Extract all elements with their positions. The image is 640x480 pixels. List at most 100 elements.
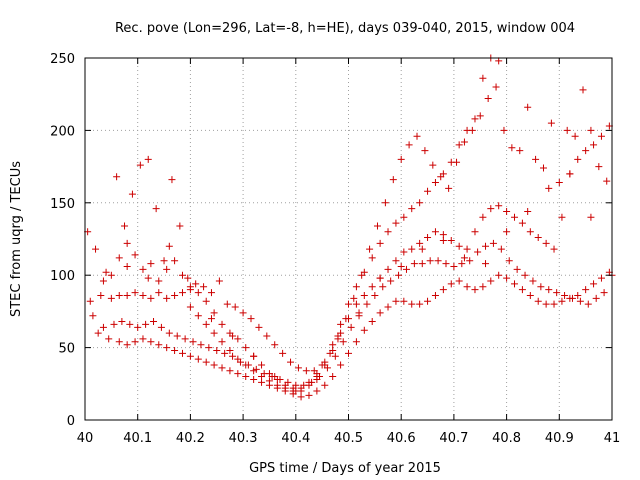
data-point [163, 344, 171, 352]
data-point [242, 373, 250, 381]
data-point [128, 190, 136, 198]
data-point [136, 161, 144, 169]
data-point [123, 263, 131, 271]
data-point [207, 315, 215, 323]
data-point [337, 361, 345, 369]
data-point [352, 300, 360, 308]
data-point [597, 274, 605, 282]
data-point [308, 378, 316, 386]
data-point [107, 271, 115, 279]
y-tick-label: 200 [50, 124, 75, 139]
data-point [516, 147, 524, 155]
data-point [326, 349, 334, 357]
data-point [521, 271, 529, 279]
data-point [513, 265, 521, 273]
data-point [144, 155, 152, 163]
data-point [273, 384, 281, 392]
x-tick-label: 40.2 [176, 431, 205, 446]
data-point [431, 291, 439, 299]
data-point [368, 318, 376, 326]
data-point [342, 315, 350, 323]
data-point [534, 234, 542, 242]
x-tick-label: 40.4 [281, 431, 310, 446]
data-point [115, 338, 123, 346]
data-point [474, 248, 482, 256]
data-point [384, 228, 392, 236]
data-point [271, 373, 279, 381]
data-point [442, 260, 450, 268]
data-point [511, 280, 519, 288]
data-point [97, 291, 105, 299]
data-point [384, 303, 392, 311]
data-point [86, 297, 94, 305]
data-point [455, 242, 463, 250]
data-point [431, 179, 439, 187]
x-tick-label: 40.1 [123, 431, 152, 446]
data-point [471, 228, 479, 236]
data-point [110, 320, 118, 328]
data-point [345, 349, 352, 357]
data-point [92, 245, 100, 253]
data-point [142, 320, 150, 328]
data-point [400, 297, 408, 305]
data-point [207, 289, 215, 297]
data-point [466, 257, 474, 265]
data-point [563, 126, 571, 134]
data-point [584, 300, 592, 308]
x-tick-label: 41 [604, 431, 621, 446]
data-point [503, 228, 511, 236]
data-point [157, 323, 165, 331]
data-point [455, 277, 463, 285]
x-tick-label: 40 [77, 431, 94, 446]
data-point [592, 294, 600, 302]
data-point [424, 187, 432, 195]
data-point [558, 297, 566, 305]
data-point [255, 323, 263, 331]
data-point [126, 320, 134, 328]
data-point [210, 309, 218, 317]
data-point [144, 274, 152, 282]
data-point [229, 332, 237, 340]
data-point [439, 236, 447, 244]
data-point [489, 239, 497, 247]
data-point [392, 257, 400, 265]
data-point [163, 294, 171, 302]
data-point [345, 300, 352, 308]
data-point [131, 251, 139, 259]
data-point [458, 260, 466, 268]
data-point [178, 289, 186, 297]
data-point [165, 242, 173, 250]
data-point [418, 245, 426, 253]
data-point [107, 294, 115, 302]
data-point [368, 283, 376, 291]
data-point [250, 352, 258, 360]
data-point [532, 155, 540, 163]
data-point [381, 199, 389, 207]
data-point [236, 358, 244, 366]
y-tick-label: 0 [67, 414, 75, 429]
data-point [347, 323, 355, 331]
data-point [566, 170, 574, 178]
data-point [226, 367, 234, 375]
data-point [102, 268, 110, 276]
data-point [431, 228, 439, 236]
data-point [416, 199, 424, 207]
data-point [202, 297, 210, 305]
data-point [276, 375, 284, 383]
data-point [281, 387, 289, 395]
data-point [373, 222, 381, 230]
data-point [171, 346, 179, 354]
data-point [479, 213, 487, 221]
data-point [99, 277, 107, 285]
data-point [387, 277, 395, 285]
data-point [410, 260, 418, 268]
data-point [194, 289, 202, 297]
data-point [434, 257, 442, 265]
data-point [171, 257, 179, 265]
data-point [597, 132, 605, 140]
data-point [508, 144, 516, 152]
data-point [421, 147, 429, 155]
data-point [587, 213, 595, 221]
data-point [539, 164, 547, 172]
data-point [460, 254, 468, 262]
